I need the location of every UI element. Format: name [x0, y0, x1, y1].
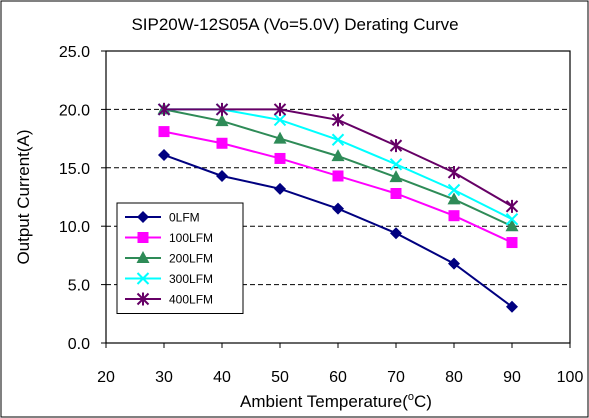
data-point — [274, 152, 286, 164]
y-tick-label: 10.0 — [59, 219, 90, 236]
data-point — [274, 182, 286, 195]
data-point — [158, 126, 170, 138]
x-axis-label-main: Ambient Temperature( — [240, 392, 408, 411]
data-point — [332, 202, 344, 215]
data-point — [389, 170, 403, 183]
x-axis-label-suffix: C) — [414, 392, 432, 411]
data-point — [505, 219, 519, 232]
legend-item: 200LFM — [125, 251, 213, 266]
x-axis-ticks: 20 30 40 50 60 70 80 90 100 — [97, 343, 583, 386]
legend: 0LFM 100LFM 200LFM 300LFM 400LFM — [116, 202, 244, 314]
data-point — [447, 192, 461, 205]
data-point — [158, 148, 170, 161]
y-gridlines — [106, 108, 570, 286]
legend-item: 300LFM — [125, 272, 213, 286]
y-tick-label: 5.0 — [68, 278, 90, 295]
x-tick-label: 30 — [155, 369, 173, 386]
x-tick-label: 20 — [97, 369, 115, 386]
legend-marker — [136, 251, 150, 263]
data-point — [273, 131, 287, 144]
data-point — [390, 187, 402, 199]
legend-marker — [137, 211, 149, 223]
series-400LFM — [157, 102, 519, 213]
data-point — [331, 149, 345, 162]
chart-title: SIP20W-12S05A (Vo=5.0V) Derating Curve — [131, 15, 458, 34]
legend-item: 400LFM — [125, 292, 213, 307]
data-point — [506, 300, 518, 313]
data-point — [216, 137, 228, 149]
legend-item: 100LFM — [125, 231, 213, 245]
legend-item: 0LFM — [125, 211, 200, 225]
data-point — [390, 227, 402, 240]
data-point — [448, 257, 460, 270]
y-axis-ticks: 0.0 5.0 10.0 15.0 20.0 25.0 — [59, 44, 106, 353]
legend-label: 0LFM — [169, 211, 200, 225]
data-point — [447, 183, 461, 197]
x-tick-label: 80 — [445, 369, 463, 386]
data-point — [331, 133, 345, 146]
legend-label: 300LFM — [169, 272, 213, 286]
x-tick-label: 70 — [387, 369, 405, 386]
data-point — [389, 158, 403, 171]
data-point — [505, 199, 519, 213]
x-tick-label: 40 — [213, 369, 231, 386]
legend-marker — [136, 272, 150, 285]
y-tick-label: 15.0 — [59, 161, 90, 178]
data-point — [389, 139, 403, 153]
legend-label: 100LFM — [169, 231, 213, 245]
data-point — [273, 102, 287, 116]
legend-marker — [136, 292, 150, 306]
y-tick-label: 20.0 — [59, 102, 90, 119]
series-0LFM — [158, 148, 518, 313]
data-point — [215, 114, 229, 127]
data-point — [157, 102, 171, 116]
data-point — [215, 102, 229, 116]
data-point — [448, 210, 460, 222]
data-point — [332, 170, 344, 182]
series-lines — [157, 102, 519, 313]
y-tick-label: 0.0 — [68, 336, 90, 353]
data-point — [216, 169, 228, 182]
x-tick-label: 50 — [271, 369, 289, 386]
data-point — [331, 113, 345, 127]
data-point — [506, 237, 518, 249]
x-axis-label-superscript: o — [408, 391, 414, 403]
legend-label: 200LFM — [169, 252, 213, 266]
y-tick-label: 25.0 — [59, 44, 90, 61]
series-100LFM — [158, 126, 518, 249]
data-point — [447, 165, 461, 179]
x-axis-label: Ambient Temperature(oC) — [240, 391, 432, 411]
legend-marker — [137, 232, 149, 243]
y-axis-label: Output Current(A) — [14, 129, 33, 264]
data-point — [273, 113, 287, 127]
x-tick-label: 60 — [329, 369, 347, 386]
legend-label: 400LFM — [169, 293, 213, 307]
x-tick-label: 100 — [557, 369, 584, 386]
plot-area — [105, 50, 571, 344]
x-tick-label: 90 — [503, 369, 521, 386]
data-point — [505, 212, 519, 226]
